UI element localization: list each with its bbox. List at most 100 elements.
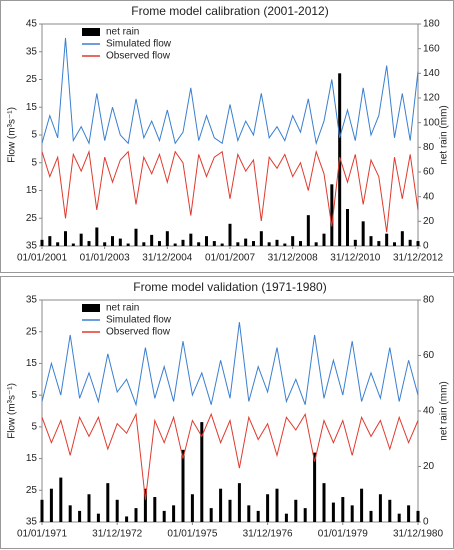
legend-label: net rain [106, 27, 139, 38]
rain-bar [284, 513, 288, 522]
y-tick-label: 5 [31, 157, 37, 168]
chart-title: Frome model validation (1971-1980) [133, 280, 326, 294]
y-tick-label: 15 [26, 358, 38, 369]
rain-bar [150, 234, 154, 246]
rain-bar [322, 483, 326, 522]
rain-bar [165, 231, 169, 246]
y-tick-label: 45 [26, 19, 38, 30]
y-tick-label: 35 [26, 295, 38, 306]
rain-bar [56, 242, 60, 246]
rain-bar [158, 241, 161, 246]
y2-tick-label: 140 [423, 68, 440, 79]
chart: Frome model calibration (2001-2012) 45 35 2… [0, 0, 454, 273]
flow-line [41, 412, 419, 500]
flow-line [41, 37, 419, 146]
rain-bar [87, 241, 91, 246]
rain-bar [361, 221, 365, 246]
rain-bar [78, 510, 82, 522]
rain-bar [115, 499, 119, 522]
rain-bar [275, 239, 279, 246]
y2-axis-label: net rain (mm) [439, 105, 450, 164]
rain-bar [172, 505, 176, 522]
rain-bar [126, 243, 130, 246]
x-tick-label: 01/01/1971 [17, 529, 67, 540]
rain-bar [256, 510, 260, 522]
x-tick-label: 31/12/2012 [393, 253, 443, 264]
rain-bar [369, 236, 373, 246]
y-tick-label: 15 [26, 185, 38, 196]
y2-tick-label: 100 [423, 117, 440, 128]
y2-axis-label: net rain (mm) [439, 381, 450, 440]
x-tick-label: 01/01/2001 [17, 253, 67, 264]
rain-bar [40, 499, 44, 522]
y-tick-label: 5 [31, 390, 37, 401]
y2-tick-label: 80 [423, 142, 435, 153]
rain-bar [385, 233, 389, 246]
legend-label: Observed flow [106, 51, 171, 62]
rain-bar [143, 488, 147, 522]
flow-line [41, 322, 419, 407]
rain-bar [341, 497, 345, 522]
x-tick-label: 31/12/1976 [243, 529, 293, 540]
rain-bar [134, 508, 138, 522]
rain-bar [283, 243, 287, 246]
flow-line [41, 149, 419, 233]
x-tick-label: 31/12/2010 [330, 253, 380, 264]
x-tick-label: 31/12/1972 [92, 529, 142, 540]
legend-label: Observed flow [106, 327, 171, 338]
rain-bar [228, 499, 232, 522]
rain-bar [303, 508, 307, 522]
rain-bar [252, 241, 255, 246]
y-axis-label: Flow (m³s⁻¹) [7, 383, 18, 439]
rain-bar [212, 241, 216, 246]
rain-bar [181, 239, 185, 246]
rain-bar [64, 231, 67, 246]
rain-bar [353, 239, 357, 246]
chart-frame [0, 0, 454, 273]
y2-tick-label: 40 [423, 406, 435, 417]
y2-tick-label: 0 [423, 241, 429, 252]
chart-frame [0, 276, 454, 549]
rain-bar [125, 516, 129, 522]
legend-swatch [82, 28, 100, 36]
rain-bar [96, 513, 100, 522]
y-tick-label: 15 [26, 102, 38, 113]
rain-bar [416, 510, 420, 522]
rain-bar [259, 231, 263, 246]
rain-bar [299, 241, 302, 246]
y-tick-label: 5 [31, 421, 37, 432]
x-tick-label: 31/12/2004 [142, 253, 192, 264]
y-tick-label: 35 [26, 46, 38, 57]
rain-bar [68, 505, 72, 522]
rain-bar [314, 242, 318, 246]
legend-swatch [82, 304, 100, 312]
rain-bar [181, 449, 185, 522]
x-tick-label: 01/01/1979 [318, 529, 368, 540]
y-tick-label: 5 [31, 130, 37, 141]
rain-bar [219, 488, 223, 522]
x-tick-label: 31/12/2008 [268, 253, 318, 264]
rain-bar [95, 227, 99, 246]
chart: Frome model validation (1971-1980) 35 25 15… [0, 276, 454, 549]
rain-bar [71, 243, 75, 246]
legend-label: net rain [106, 303, 139, 314]
rain-bar [236, 242, 240, 246]
rain-bar [118, 238, 122, 246]
x-tick-label: 01/01/1975 [167, 529, 217, 540]
y2-tick-label: 60 [423, 350, 435, 361]
rain-bar [291, 236, 295, 246]
rain-bar [111, 236, 114, 246]
y-tick-label: 35 [26, 241, 38, 252]
rain-bar [313, 452, 317, 522]
y-tick-label: 15 [26, 453, 38, 464]
y2-tick-label: 20 [423, 216, 435, 227]
y2-tick-label: 60 [423, 167, 435, 178]
rain-bar [173, 243, 177, 246]
rain-bar [244, 238, 248, 246]
rain-bar [397, 513, 401, 522]
rain-bar [388, 499, 392, 522]
rain-bar [408, 239, 412, 246]
y2-tick-label: 40 [423, 191, 435, 202]
y-tick-label: 25 [26, 74, 38, 85]
